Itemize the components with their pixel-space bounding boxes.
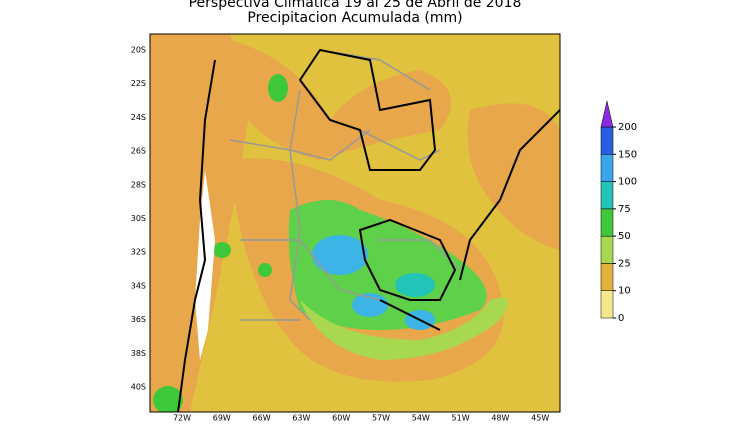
latitude-label: 22S [131, 79, 146, 88]
longitude-label: 72W [173, 414, 191, 423]
map-field [150, 34, 560, 412]
colorbar-segment [600, 290, 614, 319]
map-frame [149, 33, 561, 413]
latitude-label: 24S [131, 113, 146, 122]
colorbar-label: 25 [618, 258, 631, 269]
latitude-label: 20S [131, 46, 146, 55]
colorbar-label: 200 [618, 122, 637, 133]
colorbar-label: 75 [618, 204, 631, 215]
colorbar-segment [600, 235, 614, 264]
map-subtitle: Precipitacion Acumulada (mm) [247, 10, 462, 26]
colorbar-segment [600, 154, 614, 182]
longitude-label: 60W [332, 414, 350, 423]
longitude-label: 51W [452, 414, 470, 423]
colorbar-segment [600, 263, 614, 291]
latitude-label: 40S [131, 383, 146, 392]
longitude-label: 54W [412, 414, 430, 423]
longitude-label: 69W [213, 414, 231, 423]
longitude-label: 45W [531, 414, 549, 423]
colorbar-segment [600, 208, 614, 237]
map-title: Perspectiva Climatica 19 al 25 de Abril … [189, 0, 522, 11]
longitude-label: 57W [372, 414, 390, 423]
colorbar-segment [600, 181, 614, 210]
latitude-label: 36S [131, 315, 146, 324]
colorbar-label: 0 [618, 313, 624, 324]
colorbar-label: 10 [618, 286, 631, 297]
colorbar-segment [600, 126, 614, 155]
latitude-label: 26S [131, 147, 146, 156]
latitude-label: 32S [131, 248, 146, 257]
latitude-label: 30S [131, 214, 146, 223]
longitude-label: 66W [253, 414, 271, 423]
colorbar-label: 50 [618, 231, 631, 242]
longitude-label: 48W [491, 414, 509, 423]
colorbar-label: 100 [618, 177, 637, 188]
latitude-label: 28S [131, 180, 146, 189]
latitude-label: 34S [131, 281, 146, 290]
colorbar-label: 150 [618, 149, 637, 160]
latitude-label: 38S [131, 349, 146, 358]
colorbar-extend [600, 100, 614, 128]
longitude-label: 63W [292, 414, 310, 423]
